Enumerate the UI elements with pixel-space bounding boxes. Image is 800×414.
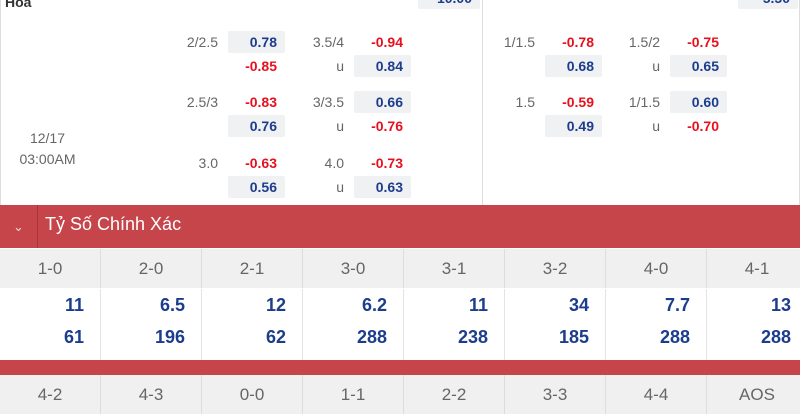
handicap-line: 1.5 bbox=[515, 94, 535, 110]
odds-value[interactable]: 0.84 bbox=[354, 55, 411, 77]
score-header: AOS bbox=[707, 375, 800, 414]
odds-value[interactable]: 6.2 bbox=[361, 295, 387, 315]
odds-value[interactable]: 0.68 bbox=[545, 55, 602, 77]
score-odds-cell[interactable]: 34 185 bbox=[505, 289, 606, 360]
odds-value[interactable]: 196 bbox=[154, 327, 185, 347]
score-odds-cell[interactable]: 13 288 bbox=[707, 289, 800, 360]
odds-value[interactable]: 0.56 bbox=[228, 176, 285, 198]
score-header: 2-1 bbox=[202, 249, 303, 288]
score-header: 2-0 bbox=[101, 249, 202, 288]
odds-value[interactable]: -0.73 bbox=[371, 155, 403, 171]
score-header: 1-1 bbox=[303, 375, 404, 414]
score-header: 2-2 bbox=[404, 375, 505, 414]
odds-value[interactable]: 13 bbox=[770, 295, 791, 315]
odds-value[interactable]: -0.76 bbox=[371, 118, 403, 134]
odds-value[interactable]: 6.5 bbox=[159, 295, 185, 315]
score-odds-cell[interactable]: 12 62 bbox=[202, 289, 303, 360]
odds-value[interactable]: 288 bbox=[760, 327, 791, 347]
total-line: 1.5/2 bbox=[628, 34, 660, 50]
odds-value[interactable]: 288 bbox=[356, 327, 387, 347]
odds-value[interactable]: 0.63 bbox=[354, 176, 411, 198]
odds-value[interactable]: 11 bbox=[64, 295, 84, 315]
score-header: 4-2 bbox=[0, 375, 101, 414]
odds-value[interactable]: 62 bbox=[265, 327, 286, 347]
odds-value[interactable]: -0.85 bbox=[245, 58, 277, 74]
odds-value[interactable]: 61 bbox=[63, 327, 84, 347]
total-line: 1/1.5 bbox=[628, 94, 660, 110]
odds-value[interactable]: -0.59 bbox=[562, 94, 594, 110]
score-odds-cell[interactable]: 11 238 bbox=[404, 289, 505, 360]
odds-value[interactable]: 0.78 bbox=[228, 31, 285, 53]
score-header: 4-3 bbox=[101, 375, 202, 414]
odds-value[interactable]: -0.94 bbox=[371, 34, 403, 50]
odds-value[interactable]: 0.60 bbox=[670, 91, 727, 113]
odds-value[interactable]: -0.63 bbox=[245, 155, 277, 171]
under-label: u bbox=[652, 118, 660, 134]
panel-border bbox=[0, 0, 1, 205]
score-header: 4-4 bbox=[606, 375, 707, 414]
odds-value[interactable]: -0.70 bbox=[687, 118, 719, 134]
score-header: 3-1 bbox=[404, 249, 505, 288]
score-odds-cell[interactable]: 6.5 196 bbox=[101, 289, 202, 360]
odds-value[interactable]: 11 bbox=[468, 295, 488, 315]
under-label: u bbox=[652, 58, 660, 74]
section-separator bbox=[0, 360, 800, 375]
panel-divider bbox=[482, 0, 483, 205]
score-header: 0-0 bbox=[202, 375, 303, 414]
chevron-down-icon[interactable]: ⌄ bbox=[0, 205, 38, 248]
handicap-line: 2/2.5 bbox=[186, 34, 218, 50]
odds-value[interactable]: 288 bbox=[659, 327, 690, 347]
match-date: 12/17 bbox=[29, 130, 66, 146]
handicap-line: 2.5/3 bbox=[186, 94, 218, 110]
total-line: 3/3.5 bbox=[312, 94, 344, 110]
odds-value[interactable]: 0.76 bbox=[228, 115, 285, 137]
score-odds-cell[interactable]: 6.2 288 bbox=[303, 289, 404, 360]
score-header: 3-0 bbox=[303, 249, 404, 288]
odds-value[interactable]: 10.00 bbox=[418, 0, 480, 9]
odds-value[interactable]: -0.83 bbox=[245, 94, 277, 110]
score-header: 3-3 bbox=[505, 375, 606, 414]
odds-value[interactable]: 0.49 bbox=[545, 115, 602, 137]
score-header: 1-0 bbox=[0, 249, 101, 288]
total-line: 4.0 bbox=[324, 155, 344, 171]
score-odds-cell[interactable]: 11 61 bbox=[0, 289, 101, 360]
total-line: 3.5/4 bbox=[312, 34, 344, 50]
match-hour: 03:00AM bbox=[19, 151, 76, 167]
odds-value[interactable]: 238 bbox=[457, 327, 488, 347]
odds-value[interactable]: 185 bbox=[558, 327, 589, 347]
odds-value[interactable]: 0.66 bbox=[354, 91, 411, 113]
odds-value[interactable]: 34 bbox=[568, 295, 589, 315]
score-header: 4-0 bbox=[606, 249, 707, 288]
section-header-correct-score[interactable]: ⌄ Tỷ Số Chính Xác bbox=[0, 205, 800, 248]
odds-value[interactable]: 12 bbox=[265, 295, 286, 315]
under-label: u bbox=[336, 179, 344, 195]
under-label: u bbox=[336, 118, 344, 134]
match-time: 12/17 03:00AM bbox=[0, 128, 95, 170]
section-title: Tỷ Số Chính Xác bbox=[45, 214, 182, 234]
under-label: u bbox=[336, 58, 344, 74]
handicap-line: 1/1.5 bbox=[503, 34, 535, 50]
odds-value[interactable]: -0.78 bbox=[562, 34, 594, 50]
score-header: 3-2 bbox=[505, 249, 606, 288]
odds-value[interactable]: 7.7 bbox=[664, 295, 690, 315]
score-odds-cell[interactable]: 7.7 288 bbox=[606, 289, 707, 360]
handicap-line: 3.0 bbox=[198, 155, 218, 171]
draw-label: Hòa bbox=[5, 0, 32, 10]
odds-value[interactable]: -0.75 bbox=[687, 34, 719, 50]
odds-value[interactable]: 0.65 bbox=[670, 55, 727, 77]
odds-value[interactable]: 5.50 bbox=[738, 0, 798, 9]
score-header: 4-1 bbox=[707, 249, 800, 288]
